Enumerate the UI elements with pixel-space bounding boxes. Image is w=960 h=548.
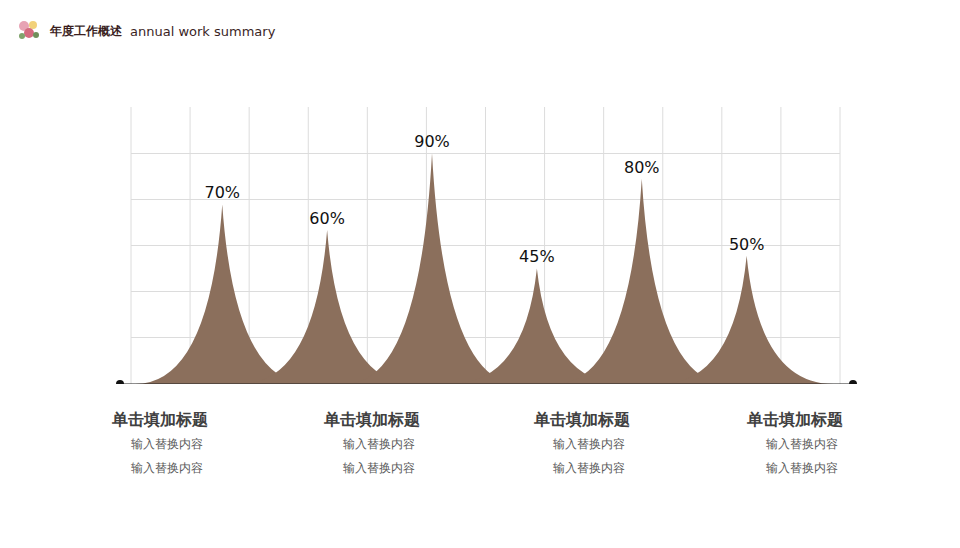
- svg-text:80%: 80%: [624, 158, 660, 177]
- svg-text:70%: 70%: [204, 183, 240, 202]
- html-text:单击填加标题: 单击填加标题: [324, 410, 420, 429]
- html-text:输入替换内容: 输入替换内容: [766, 461, 838, 475]
- html-text:输入替换内容: 输入替换内容: [343, 461, 415, 475]
- html-text:输入替换内容: 输入替换内容: [553, 437, 625, 451]
- html-text:单击填加标题: 单击填加标题: [112, 410, 208, 429]
- html-text:输入替换内容: 输入替换内容: [553, 461, 625, 475]
- html-text:输入替换内容: 输入替换内容: [131, 461, 203, 475]
- html-text:单击填加标题: 单击填加标题: [534, 410, 630, 429]
- html-text:输入替换内容: 输入替换内容: [131, 437, 203, 451]
- html-text:annual work summary: annual work summary: [130, 23, 276, 39]
- html-text:输入替换内容: 输入替换内容: [343, 437, 415, 451]
- html-text:输入替换内容: 输入替换内容: [766, 437, 838, 451]
- html-text:年度工作概述: 年度工作概述: [50, 23, 122, 38]
- svg-text:45%: 45%: [519, 247, 555, 266]
- svg-text:50%: 50%: [729, 235, 765, 254]
- svg-text:60%: 60%: [309, 209, 345, 228]
- html-text:单击填加标题: 单击填加标题: [747, 410, 843, 429]
- svg-text:90%: 90%: [414, 132, 450, 151]
